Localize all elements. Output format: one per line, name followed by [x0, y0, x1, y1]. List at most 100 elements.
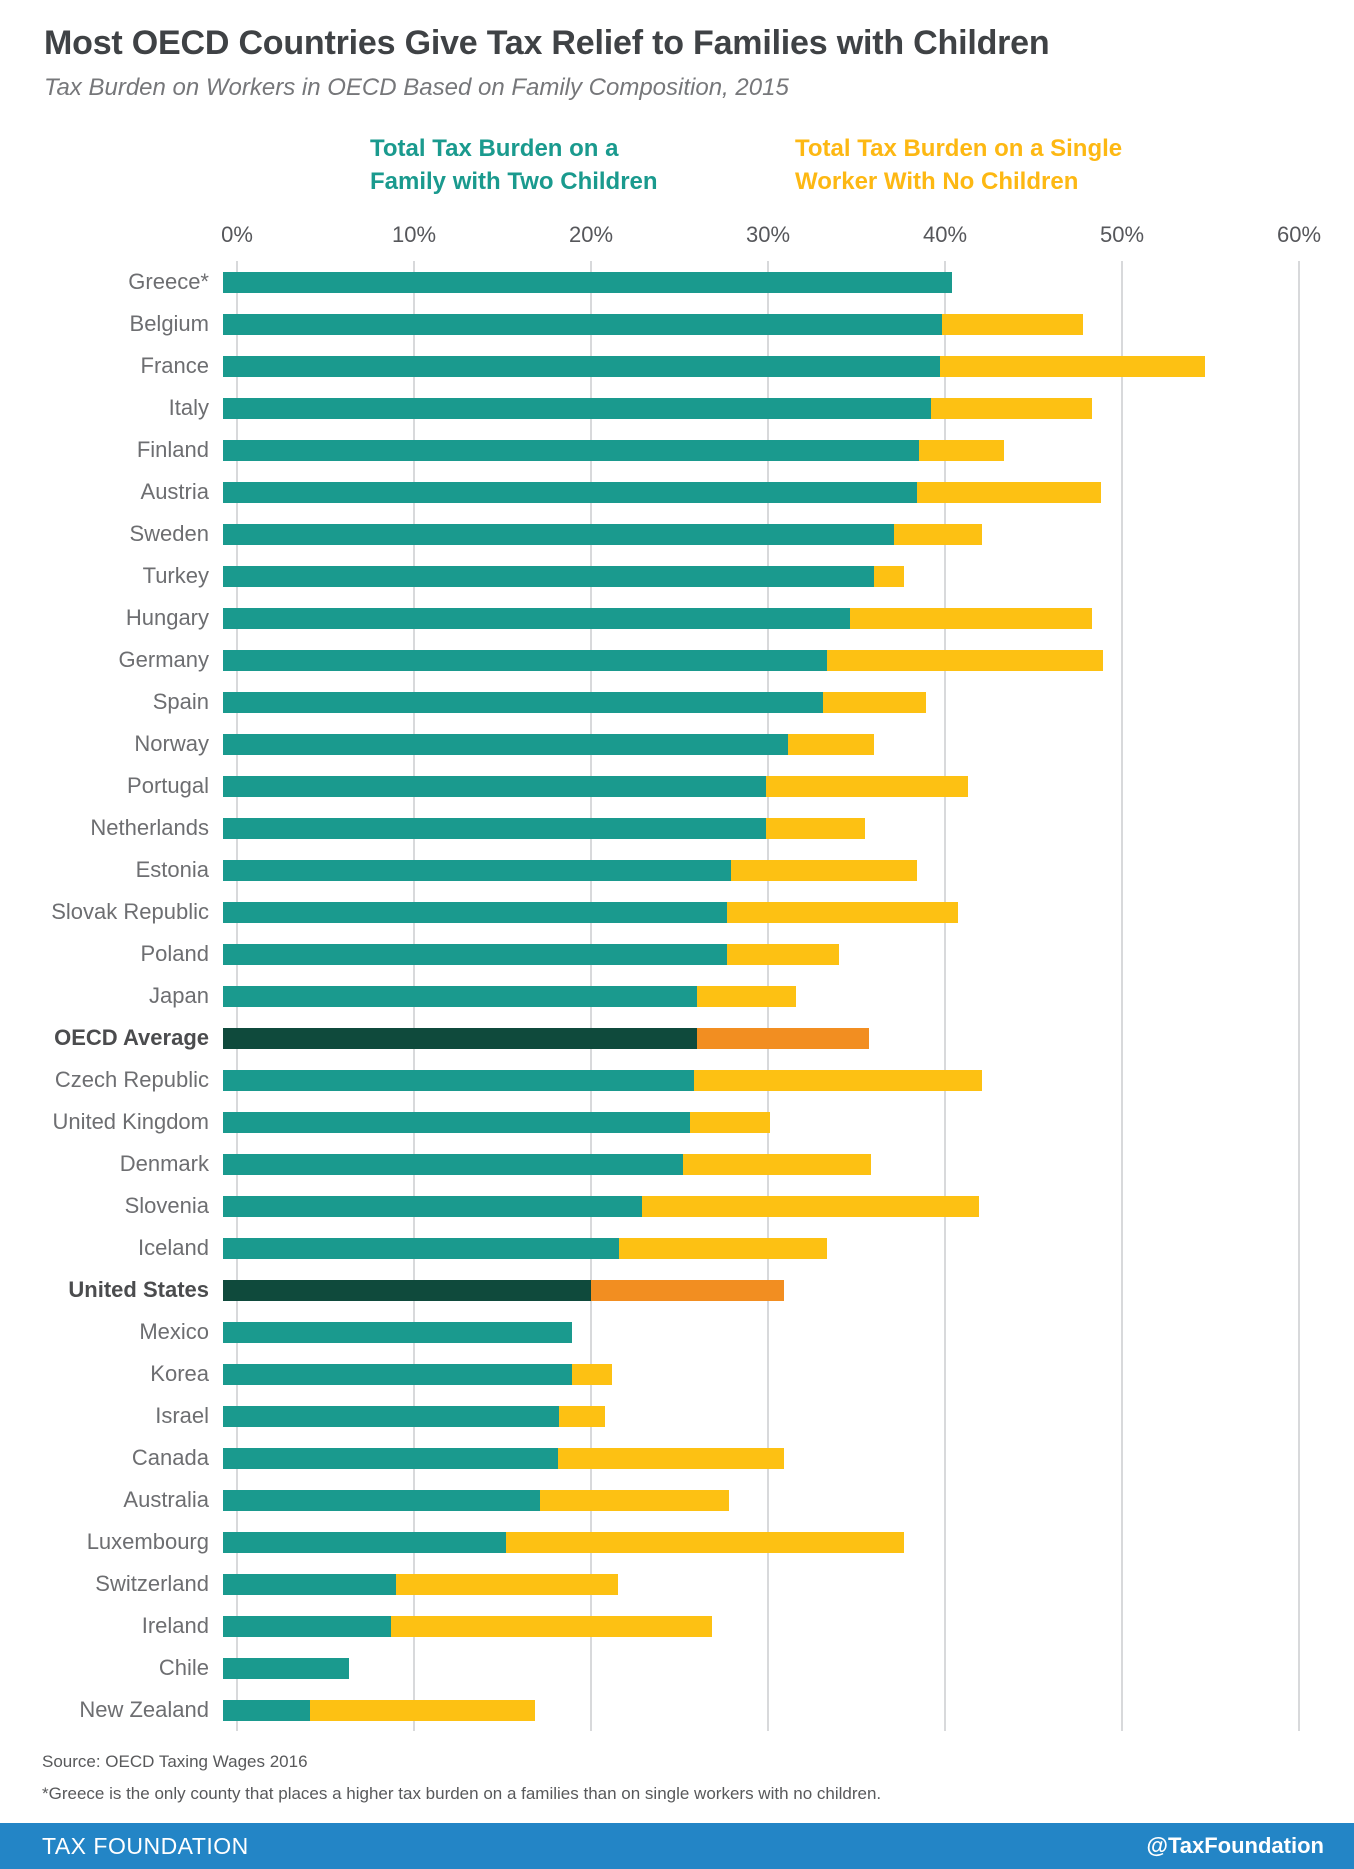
bar-track	[223, 733, 1285, 755]
chart-row: Norway	[0, 723, 1354, 765]
bar-track	[223, 439, 1285, 461]
bar-track	[223, 1195, 1285, 1217]
bar-track	[223, 985, 1285, 1007]
bar-family-segment	[223, 985, 698, 1007]
country-label: Australia	[123, 1487, 209, 1512]
bar-family-segment	[223, 691, 824, 713]
chart-row: Japan	[0, 975, 1354, 1017]
bar-track	[223, 649, 1285, 671]
bar-family-segment	[223, 1405, 560, 1427]
chart-row: Chile	[0, 1647, 1354, 1689]
x-tick-label: 40%	[922, 222, 968, 247]
legend-single-series: Total Tax Burden on a Single Worker With…	[795, 132, 1122, 198]
x-tick-label: 30%	[745, 222, 791, 247]
bar-family-segment	[223, 271, 953, 293]
chart-row: Estonia	[0, 849, 1354, 891]
bar-single-segment	[619, 1237, 827, 1259]
country-label: Ireland	[141, 1613, 209, 1638]
chart-row: Belgium	[0, 303, 1354, 345]
country-label: Switzerland	[95, 1571, 209, 1596]
bar-track	[223, 1573, 1285, 1595]
brand-name: TAX FOUNDATION	[42, 1832, 249, 1859]
bar-track	[223, 1699, 1285, 1721]
legend-family-line1: Total Tax Burden on a	[370, 135, 619, 162]
x-axis-tick-labels: 0% 10% 20% 30% 40% 50% 60%	[221, 222, 1321, 248]
chart-row: Ireland	[0, 1605, 1354, 1647]
legend-single-line2: Worker With No Children	[795, 168, 1079, 195]
bar-single-segment	[787, 733, 875, 755]
bar-family-segment	[223, 439, 919, 461]
chart-row: Slovak Republic	[0, 891, 1354, 933]
bar-family-segment	[223, 1699, 310, 1721]
bar-family-segment	[223, 943, 728, 965]
bar-track	[223, 313, 1285, 335]
bar-single-segment	[941, 313, 1084, 335]
x-tick-label: 50%	[1099, 222, 1145, 247]
x-tick-label: 20%	[568, 222, 614, 247]
country-label: Portugal	[127, 773, 209, 798]
country-label: Netherlands	[90, 815, 209, 840]
bar-family-segment	[223, 1195, 643, 1217]
chart-row: Finland	[0, 429, 1354, 471]
chart-row: United Kingdom	[0, 1101, 1354, 1143]
country-label: United Kingdom	[52, 1109, 209, 1134]
chart-row: Poland	[0, 933, 1354, 975]
bar-single-segment	[874, 565, 905, 587]
bar-track	[223, 1657, 1285, 1679]
country-label: Poland	[140, 941, 209, 966]
bar-single-segment	[849, 607, 1093, 629]
bar-single-segment	[893, 523, 983, 545]
bar-single-segment	[559, 1405, 606, 1427]
bar-track	[223, 1237, 1285, 1259]
bar-track	[223, 1279, 1285, 1301]
bar-family-segment	[223, 1237, 620, 1259]
bar-single-segment	[916, 481, 1101, 503]
bar-family-segment	[223, 1447, 558, 1469]
chart-row: Netherlands	[0, 807, 1354, 849]
bar-single-segment	[730, 859, 917, 881]
chart-row: Luxembourg	[0, 1521, 1354, 1563]
country-label: Belgium	[129, 311, 209, 336]
bar-track	[223, 1321, 1285, 1343]
bar-family-segment	[223, 817, 767, 839]
bar-single-segment	[697, 1027, 870, 1049]
chart-row: Canada	[0, 1437, 1354, 1479]
country-label: Estonia	[135, 857, 209, 882]
gridline	[1298, 261, 1300, 1731]
bar-family-segment	[223, 1111, 691, 1133]
bar-single-segment	[557, 1447, 785, 1469]
bar-family-segment	[223, 523, 894, 545]
chart-row: Switzerland	[0, 1563, 1354, 1605]
country-label: Iceland	[138, 1235, 209, 1260]
chart-row: Israel	[0, 1395, 1354, 1437]
chart-row: Portugal	[0, 765, 1354, 807]
bar-track	[223, 1111, 1285, 1133]
chart-row: Austria	[0, 471, 1354, 513]
bar-family-segment	[223, 733, 788, 755]
bar-track	[223, 1069, 1285, 1091]
bar-track	[223, 1489, 1285, 1511]
bar-family-segment	[223, 1363, 572, 1385]
bar-family-segment	[223, 607, 850, 629]
gridline	[944, 261, 946, 1731]
bar-single-segment	[939, 355, 1206, 377]
country-label: Spain	[152, 689, 209, 714]
bar-single-segment	[727, 901, 958, 923]
chart-row: Australia	[0, 1479, 1354, 1521]
bar-single-segment	[642, 1195, 979, 1217]
bar-family-segment	[223, 565, 875, 587]
bar-family-segment	[223, 1069, 694, 1091]
bar-family-segment	[223, 1531, 507, 1553]
country-label: Mexico	[139, 1319, 209, 1344]
bar-single-segment	[918, 439, 1004, 461]
bar-single-segment	[683, 1153, 871, 1175]
bar-track	[223, 859, 1285, 881]
country-label: Slovak Republic	[51, 899, 209, 924]
page-title: Most OECD Countries Give Tax Relief to F…	[44, 24, 1050, 62]
chart-rows: Greece* Belgium France Italy Finland Austria S…	[0, 261, 1354, 1731]
bar-track	[223, 775, 1285, 797]
page-subtitle: Tax Burden on Workers in OECD Based on F…	[44, 74, 789, 101]
chart-row: Germany	[0, 639, 1354, 681]
country-label: United States	[68, 1277, 209, 1302]
bar-family-segment	[223, 1573, 397, 1595]
